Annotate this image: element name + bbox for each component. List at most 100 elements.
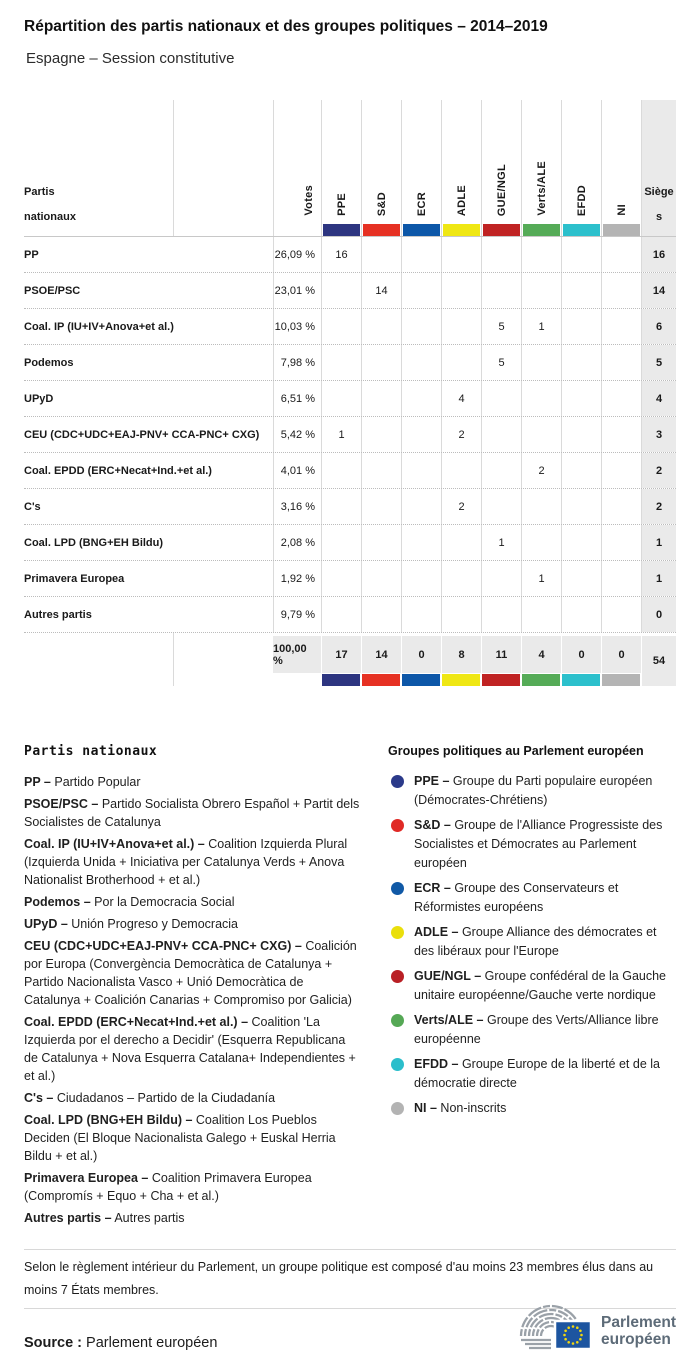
party-legend-entry: Coal. LPD (BNG+EH Bildu) – Coalition Los… bbox=[24, 1111, 362, 1165]
group-seats-cell bbox=[561, 381, 601, 416]
group-seats-cell: 14 bbox=[361, 273, 401, 308]
group-seats-cell: 1 bbox=[321, 417, 361, 452]
seats-value: 16 bbox=[641, 237, 676, 272]
totals-seats-cell: 54 bbox=[641, 633, 676, 686]
group-color-dot bbox=[391, 819, 404, 832]
logo-wordmark: Parlement européen bbox=[601, 1314, 676, 1348]
group-column-header: S&D bbox=[361, 100, 401, 236]
table-row: Podemos 7,98 % 5 5 bbox=[24, 344, 676, 380]
group-seats-cell bbox=[561, 309, 601, 344]
party-full-name: Ciudadanos – Partido de la Ciudadanía bbox=[56, 1091, 276, 1105]
seats-value: 1 bbox=[641, 561, 676, 596]
totals-group-value: 0 bbox=[562, 636, 601, 673]
group-abbreviation: NI – bbox=[414, 1101, 437, 1115]
party-abbreviation: Podemos – bbox=[24, 895, 91, 909]
table-row: PP 26,09 % 16 16 bbox=[24, 237, 676, 272]
party-legend-entry: Coal. EPDD (ERC+Necat+Ind.+et al.) – Coa… bbox=[24, 1013, 362, 1085]
group-seats-cell: 1 bbox=[521, 309, 561, 344]
group-full-name: Non-inscrits bbox=[440, 1101, 507, 1115]
group-color-bar bbox=[563, 224, 600, 236]
seats-value: 2 bbox=[641, 489, 676, 524]
group-seats-cell bbox=[401, 309, 441, 344]
votes-percentage: 7,98 % bbox=[273, 345, 321, 380]
source-label: Source : bbox=[24, 1335, 83, 1351]
group-column-header: ADLE bbox=[441, 100, 481, 236]
group-seats-cell bbox=[401, 417, 441, 452]
group-seats-cell: 5 bbox=[481, 345, 521, 380]
group-seats-cell: 2 bbox=[441, 489, 481, 524]
group-color-dot bbox=[391, 1014, 404, 1027]
political-groups-legend-title: Groupes politiques au Parlement européen bbox=[388, 744, 644, 758]
party-legend-entry: Coal. IP (IU+IV+Anova+et al.) – Coalitio… bbox=[24, 835, 362, 889]
party-name: PSOE/PSC bbox=[24, 284, 81, 297]
group-name-label: EFDD bbox=[575, 184, 588, 216]
totals-group-value: 0 bbox=[402, 636, 441, 673]
group-color-bar bbox=[322, 674, 360, 686]
table-row: Autres partis 9,79 % 0 bbox=[24, 596, 676, 632]
group-seats-cell bbox=[321, 381, 361, 416]
group-seats-cell bbox=[401, 381, 441, 416]
group-name-label: ECR bbox=[415, 191, 428, 216]
table-row: Coal. EPDD (ERC+Necat+Ind.+et al.) 4,01 … bbox=[24, 452, 676, 488]
group-seats-cell bbox=[361, 381, 401, 416]
group-seats-cell bbox=[481, 561, 521, 596]
group-seats-cell bbox=[361, 453, 401, 488]
votes-percentage: 10,03 % bbox=[273, 309, 321, 344]
group-seats-cell bbox=[441, 597, 481, 632]
group-seats-cell bbox=[441, 237, 481, 272]
totals-group-cell: 0 bbox=[401, 633, 441, 686]
party-abbreviation: UPyD – bbox=[24, 917, 68, 931]
group-seats-cell bbox=[601, 309, 641, 344]
totals-votes-cell: 100,00 % bbox=[273, 633, 321, 686]
group-full-name: Groupe des Conservateurs et Réformistes … bbox=[414, 881, 619, 914]
totals-group-value: 0 bbox=[602, 636, 641, 673]
national-parties-legend: Partis nationaux PP – Partido Popular PSO… bbox=[24, 744, 362, 1231]
totals-group-value: 8 bbox=[442, 636, 481, 673]
party-name: UPyD bbox=[24, 392, 54, 405]
group-color-dot bbox=[391, 775, 404, 788]
group-seats-cell bbox=[441, 453, 481, 488]
group-seats-cell bbox=[481, 237, 521, 272]
party-name: PP bbox=[24, 248, 39, 261]
group-seats-cell bbox=[321, 597, 361, 632]
votes-percentage: 9,79 % bbox=[273, 597, 321, 632]
group-seats-cell bbox=[441, 273, 481, 308]
group-seats-cell bbox=[521, 381, 561, 416]
party-abbreviation: Primavera Europea – bbox=[24, 1171, 149, 1185]
party-abbreviation: PSOE/PSC – bbox=[24, 797, 99, 811]
seats-column-header: Sièges bbox=[641, 100, 676, 236]
totals-group-cell: 17 bbox=[321, 633, 361, 686]
group-column-header: GUE/NGL bbox=[481, 100, 521, 236]
group-seats-cell: 5 bbox=[481, 309, 521, 344]
totals-group-cell: 14 bbox=[361, 633, 401, 686]
group-seats-cell bbox=[521, 417, 561, 452]
group-seats-cell bbox=[321, 525, 361, 560]
party-abbreviation: C's – bbox=[24, 1091, 54, 1105]
header-spacer bbox=[174, 100, 273, 236]
group-color-bar bbox=[443, 224, 480, 236]
page-subtitle: Espagne – Session constitutive bbox=[26, 50, 235, 67]
group-seats-cell bbox=[401, 489, 441, 524]
group-seats-cell: 4 bbox=[441, 381, 481, 416]
group-seats-cell bbox=[441, 309, 481, 344]
group-seats-cell bbox=[481, 381, 521, 416]
group-full-name: Groupe confédéral de la Gauche unitaire … bbox=[414, 969, 667, 1002]
group-color-dot bbox=[391, 882, 404, 895]
totals-group-value: 4 bbox=[522, 636, 561, 673]
group-seats-cell bbox=[321, 345, 361, 380]
group-color-bar bbox=[402, 674, 440, 686]
group-seats-cell bbox=[401, 273, 441, 308]
source-line: Source : Parlement européen bbox=[24, 1335, 676, 1351]
totals-group-cell: 11 bbox=[481, 633, 521, 686]
group-name-label: PPE bbox=[335, 193, 348, 216]
group-column-header: ECR bbox=[401, 100, 441, 236]
party-legend-entry: UPyD – Unión Progreso y Democracia bbox=[24, 915, 362, 933]
group-seats-cell bbox=[561, 417, 601, 452]
parties-column-header-label: Partis nationaux bbox=[24, 186, 76, 223]
group-seats-cell bbox=[481, 417, 521, 452]
group-name-label: ADLE bbox=[455, 184, 468, 216]
party-legend-entry: Primavera Europea – Coalition Primavera … bbox=[24, 1169, 362, 1205]
party-full-name: Unión Progreso y Democracia bbox=[71, 917, 239, 931]
party-name: Podemos bbox=[24, 356, 74, 369]
group-seats-cell bbox=[361, 237, 401, 272]
